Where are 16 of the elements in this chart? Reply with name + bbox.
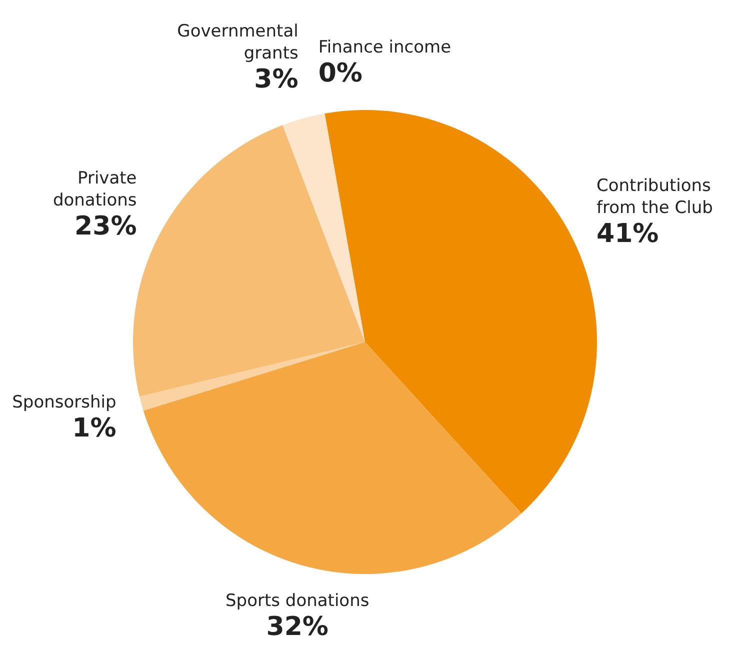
data-label: 32% xyxy=(266,612,328,642)
pie-slice xyxy=(324,110,597,514)
text: 0% xyxy=(318,58,362,88)
slice-label: Contributions from the Club xyxy=(596,176,713,218)
slice-label: Sponsorship xyxy=(12,392,116,412)
slice-label: Governmental grants xyxy=(177,22,298,64)
slice-label: Sports donations xyxy=(226,591,370,612)
data-label: 1% xyxy=(72,413,116,444)
pie-slice xyxy=(143,342,522,574)
data-label: 23% xyxy=(74,211,137,242)
slice-label: Private donations xyxy=(52,168,137,210)
category-label: Finance income xyxy=(318,37,452,58)
data-label: 3% xyxy=(254,64,298,95)
pie-slice xyxy=(140,342,365,411)
pie-slice xyxy=(282,114,365,342)
data-label: 41% xyxy=(596,218,659,249)
